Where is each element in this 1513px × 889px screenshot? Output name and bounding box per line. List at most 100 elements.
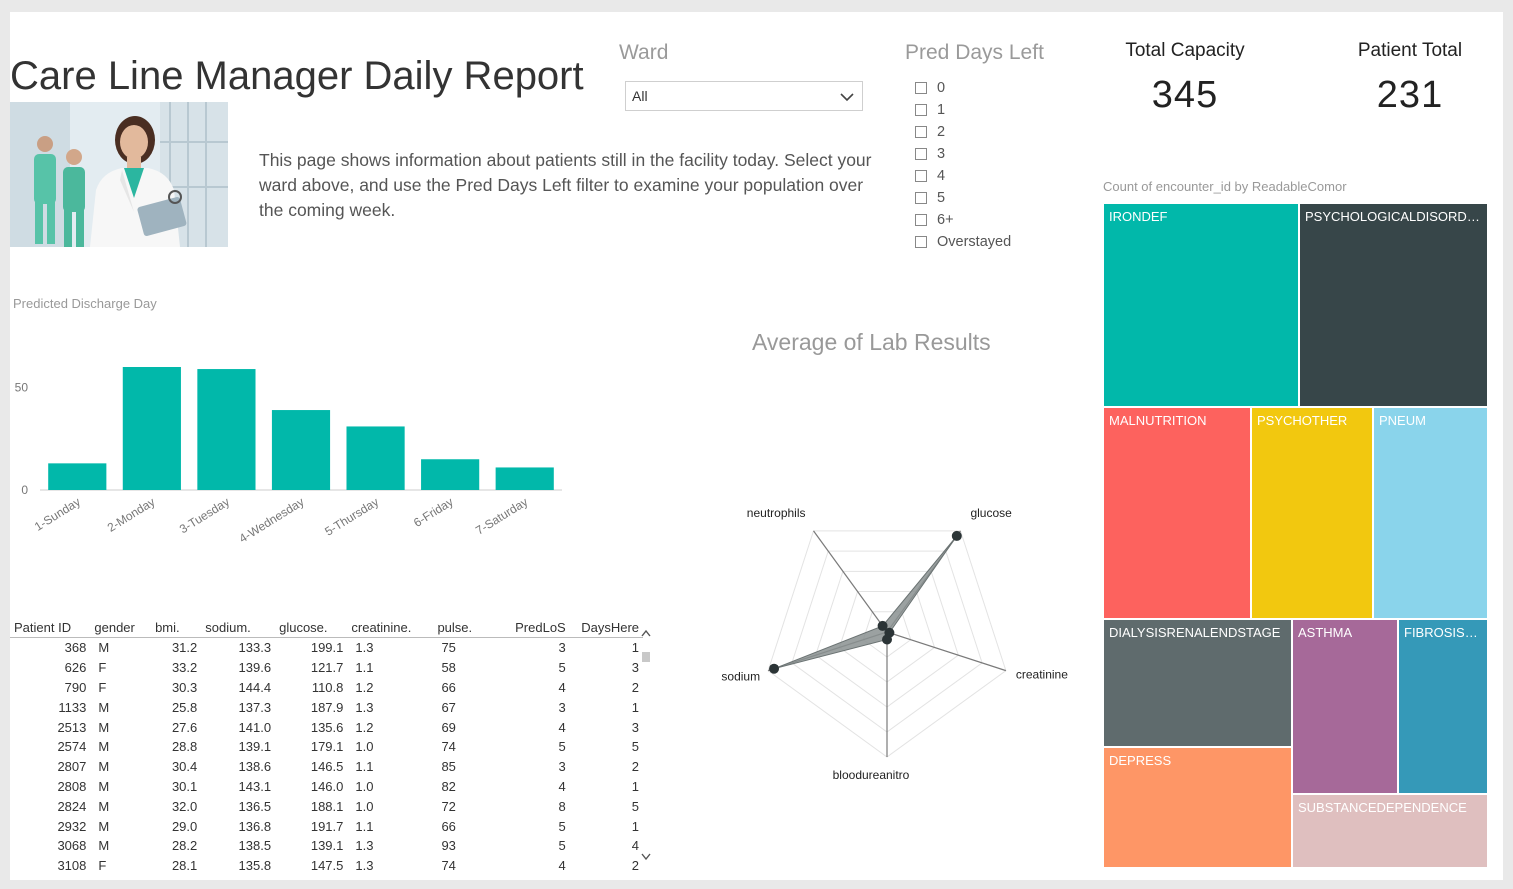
treemap-tile[interactable]: PSYCHOLOGICALDISORDE... xyxy=(1300,204,1487,406)
table-row[interactable]: 1133 M 25.8 137.3 187.9 1.3 67 3 1 xyxy=(10,697,643,717)
table-cell: 4 xyxy=(558,778,566,794)
table-cell: 199.1 xyxy=(310,640,344,656)
pred-days-option[interactable]: 2 xyxy=(915,121,945,143)
report-canvas: Care Line Manager Daily Report xyxy=(10,12,1503,880)
table-row[interactable]: 2513 M 27.6 141.0 135.6 1.2 69 4 3 xyxy=(10,717,643,737)
table-row[interactable]: 3068 M 28.2 138.5 139.1 1.3 93 5 4 xyxy=(10,836,643,856)
table-cell: 188.1 xyxy=(310,798,344,814)
pred-days-option[interactable]: 4 xyxy=(915,165,945,187)
table-cell: 66 xyxy=(441,679,456,695)
treemap-tile[interactable]: ASTHMA xyxy=(1293,620,1397,793)
checkbox[interactable] xyxy=(915,170,927,182)
table-row[interactable]: 2574 M 28.8 139.1 179.1 1.0 74 5 5 xyxy=(10,737,643,757)
radar-axis xyxy=(813,530,888,633)
treemap-tile[interactable]: PNEUM xyxy=(1374,408,1487,618)
table-row[interactable]: 368 M 31.2 133.3 199.1 1.3 75 3 1 xyxy=(10,638,643,658)
treemap-tile[interactable]: PSYCHOTHER xyxy=(1252,408,1372,618)
ward-dropdown[interactable]: All xyxy=(625,81,863,111)
checkbox[interactable] xyxy=(915,214,927,226)
checkbox[interactable] xyxy=(915,82,927,94)
table-cell: 93 xyxy=(441,838,456,854)
treemap-tile[interactable]: DIALYSISRENALENDSTAGE xyxy=(1104,620,1291,746)
column-header[interactable]: PredLoS xyxy=(499,617,570,638)
column-header[interactable]: pulse. xyxy=(433,617,500,638)
tile-label: PNEUM xyxy=(1379,413,1426,428)
checkbox[interactable] xyxy=(915,148,927,160)
table-row[interactable]: 2824 M 32.0 136.5 188.1 1.0 72 8 5 xyxy=(10,796,643,816)
column-header[interactable]: glucose. xyxy=(275,617,348,638)
table-cell: 72 xyxy=(441,798,456,814)
table-row[interactable]: 626 F 33.2 139.6 121.7 1.1 58 5 3 xyxy=(10,658,643,678)
treemap-tile[interactable]: DEPRESS xyxy=(1104,748,1291,867)
treemap-tile[interactable]: MALNUTRITION xyxy=(1104,408,1250,618)
treemap-tile[interactable]: SUBSTANCEDEPENDENCE xyxy=(1293,795,1487,867)
table-cell: 2 xyxy=(631,759,639,775)
table-row[interactable]: 3108 F 28.1 135.8 147.5 1.3 74 4 2 xyxy=(10,856,643,876)
pred-days-option[interactable]: 3 xyxy=(915,143,945,165)
table-cell: M xyxy=(98,739,110,755)
table-cell: 135.8 xyxy=(238,858,272,874)
table-cell: 139.1 xyxy=(310,838,344,854)
radar-axis-label: bloodureanitro xyxy=(833,768,910,782)
table-cell: 74 xyxy=(441,858,456,874)
radar-axis-label: sodium xyxy=(721,670,760,684)
table-header-row: Patient ID gender bmi. sodium. glucose. creat… xyxy=(10,617,643,638)
table-cell: F xyxy=(98,660,107,676)
column-header[interactable]: gender xyxy=(90,617,152,638)
tile-label: SUBSTANCEDEPENDENCE xyxy=(1298,800,1467,815)
pred-days-option[interactable]: 6+ xyxy=(915,209,954,231)
table-row[interactable]: 2807 M 30.4 138.6 146.5 1.1 85 3 2 xyxy=(10,757,643,777)
table-row[interactable]: 2932 M 29.0 136.8 191.7 1.1 66 5 1 xyxy=(10,816,643,836)
table-cell: 138.5 xyxy=(238,838,272,854)
table-cell: 3068 xyxy=(57,838,87,854)
table-cell: 1.2 xyxy=(355,719,374,735)
table-row[interactable]: 790 F 30.3 144.4 110.8 1.2 66 4 2 xyxy=(10,678,643,698)
tile-label: PSYCHOTHER xyxy=(1257,413,1348,428)
checkbox[interactable] xyxy=(915,104,927,116)
x-tick-label: 2-Monday xyxy=(105,495,158,535)
treemap-tile[interactable]: IRONDEF xyxy=(1104,204,1298,406)
column-header[interactable]: creatinine. xyxy=(347,617,434,638)
chevron-down-icon xyxy=(840,93,854,102)
table-row[interactable]: 2808 M 30.1 143.1 146.0 1.0 82 4 1 xyxy=(10,777,643,797)
radar-point xyxy=(769,663,780,674)
table-cell: 139.6 xyxy=(238,660,272,676)
table-cell: 30.1 xyxy=(171,778,198,794)
table-cell: 139.1 xyxy=(238,739,272,755)
table-cell: 58 xyxy=(441,660,456,676)
table-cell: M xyxy=(98,640,110,656)
table-cell: F xyxy=(98,858,107,874)
table-cell: 8 xyxy=(558,798,566,814)
radar-point xyxy=(877,620,888,631)
table-cell: 3 xyxy=(631,660,639,676)
column-header[interactable]: Patient ID xyxy=(10,617,91,638)
tile-label: FIBROSISA... xyxy=(1404,625,1483,640)
column-header[interactable]: DaysHere xyxy=(569,617,643,638)
table-cell: 30.4 xyxy=(171,759,198,775)
radar-grid-ring xyxy=(791,550,983,733)
table-cell: 1.3 xyxy=(355,858,374,874)
table-cell: 138.6 xyxy=(238,759,272,775)
column-header[interactable]: sodium. xyxy=(201,617,276,638)
table-cell: 3 xyxy=(558,640,566,656)
bar xyxy=(495,467,554,490)
treemap-tile[interactable]: FIBROSISA... xyxy=(1399,620,1487,793)
table-cell: 147.5 xyxy=(310,858,344,874)
table-body: 368 M 31.2 133.3 199.1 1.3 75 3 1 626 F 33.2 139.6 12… xyxy=(10,638,643,876)
radar-grid-ring xyxy=(767,530,1007,758)
pred-days-option[interactable]: 1 xyxy=(915,99,945,121)
checkbox[interactable] xyxy=(915,126,927,138)
pred-days-option[interactable]: 5 xyxy=(915,187,945,209)
checkbox[interactable] xyxy=(915,236,927,248)
pred-days-option[interactable]: 0 xyxy=(915,77,945,99)
table-scrollbar[interactable] xyxy=(639,620,653,870)
radar-series-area xyxy=(773,535,958,670)
table-cell: 3 xyxy=(631,719,639,735)
pred-days-option[interactable]: Overstayed xyxy=(915,231,1011,253)
table-cell: 1 xyxy=(631,699,639,715)
column-header[interactable]: bmi. xyxy=(151,617,202,638)
tile-label: MALNUTRITION xyxy=(1109,413,1207,428)
table-cell: 179.1 xyxy=(310,739,344,755)
checkbox[interactable] xyxy=(915,192,927,204)
table-cell: 3108 xyxy=(57,858,87,874)
